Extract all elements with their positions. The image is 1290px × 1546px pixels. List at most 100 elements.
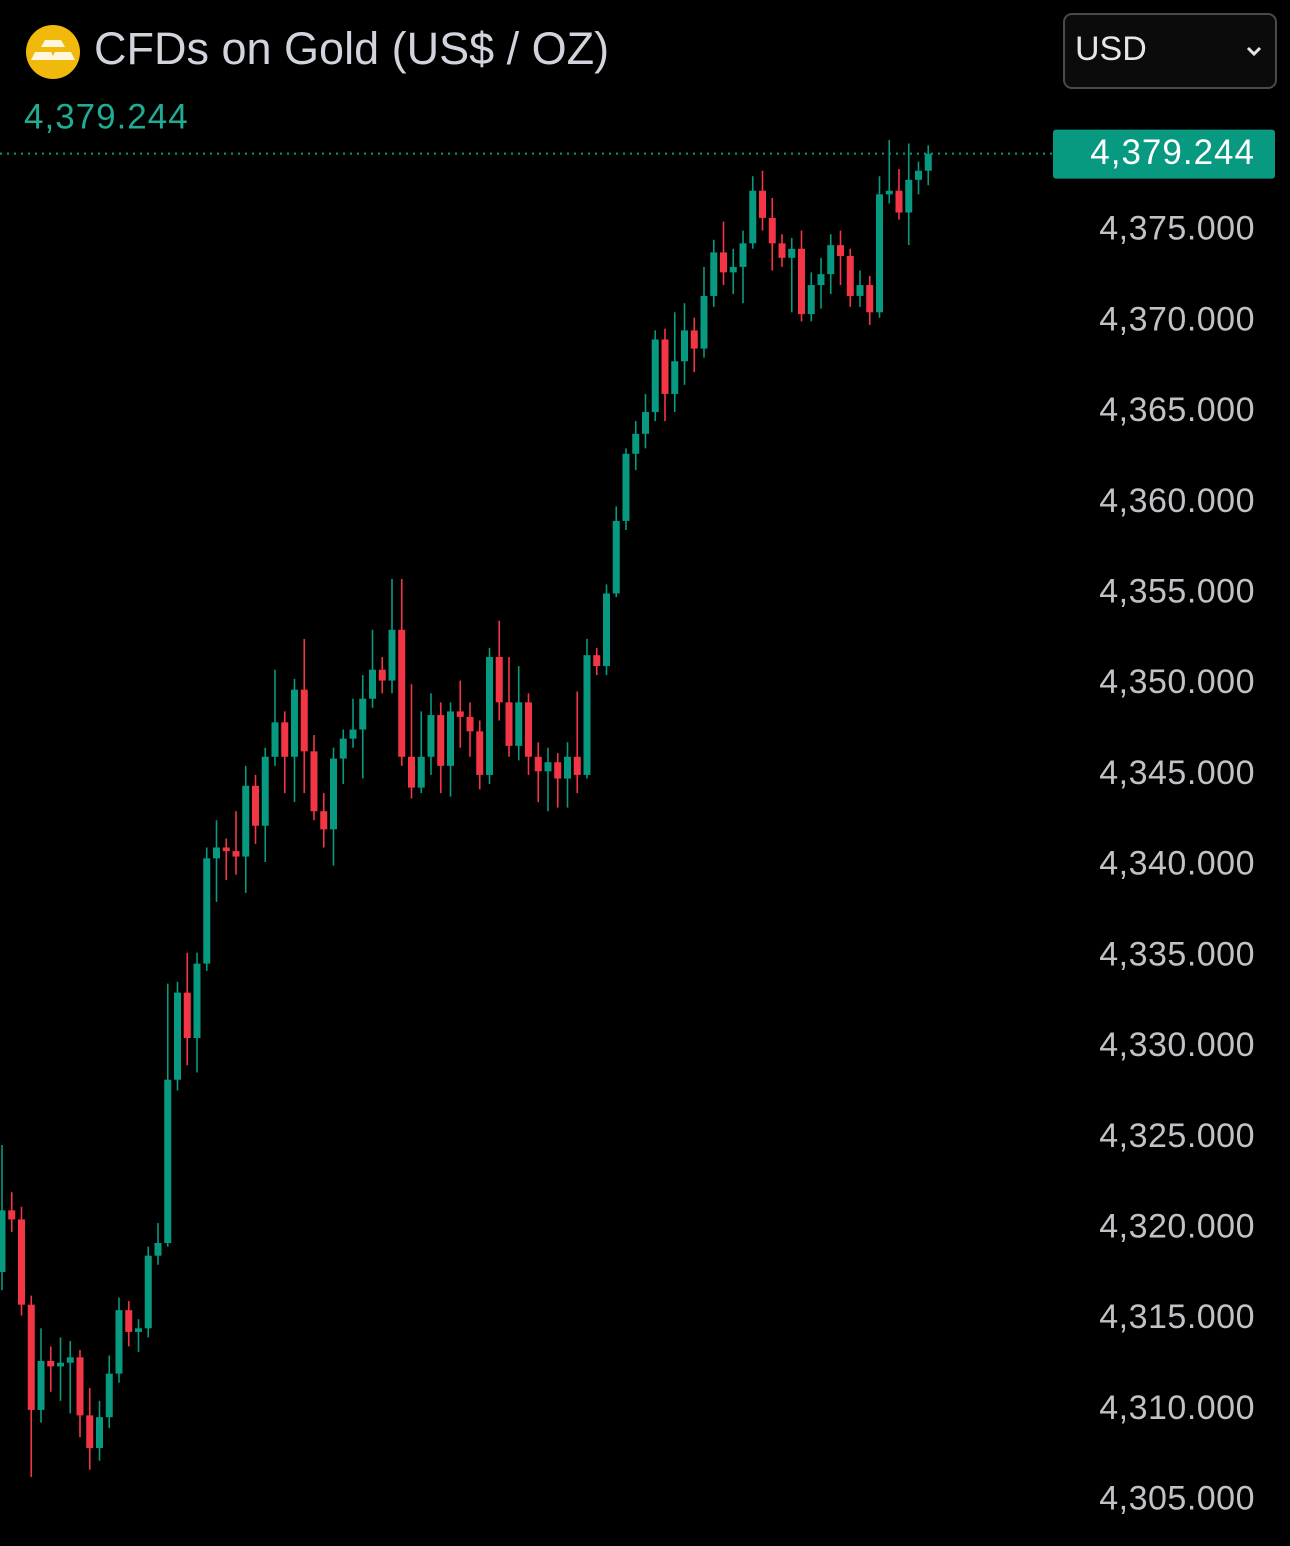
candle-body: [476, 731, 484, 775]
candle-body: [759, 190, 766, 218]
candle-body: [437, 715, 445, 766]
candle-body: [18, 1219, 25, 1305]
candle-body: [915, 170, 922, 180]
y-tick-label: 4,310.000: [1099, 1389, 1255, 1427]
candle-body: [349, 729, 357, 739]
candle-body: [261, 756, 269, 826]
candle-body: [27, 1304, 35, 1410]
candle-body: [0, 1210, 6, 1273]
y-tick-label: 4,370.000: [1099, 300, 1255, 338]
candle-body: [330, 758, 337, 830]
candle-body: [291, 689, 298, 757]
candle-body: [96, 1417, 103, 1449]
candle-body: [924, 153, 932, 171]
candle-body: [768, 217, 776, 244]
candle-body: [876, 194, 883, 313]
candle-body: [213, 847, 220, 859]
candle-body: [359, 698, 367, 730]
candle-body: [593, 655, 601, 667]
candle-body: [271, 722, 279, 757]
y-tick-label: 4,320.000: [1099, 1207, 1255, 1245]
chevron[interactable]: [1246, 46, 1262, 57]
candle-body: [456, 711, 464, 717]
candle-body: [788, 248, 796, 258]
candle-body: [681, 330, 688, 362]
candle-body: [408, 756, 415, 788]
candle-body: [222, 847, 230, 852]
currency-select[interactable]: USD: [1063, 13, 1277, 89]
candle-body: [671, 361, 679, 394]
candle-body: [310, 751, 318, 812]
candle-body: [37, 1360, 45, 1410]
currency-select-box[interactable]: [1063, 13, 1277, 89]
candle-body: [447, 711, 454, 766]
y-tick-label: 4,360.000: [1099, 482, 1255, 520]
candle-body: [76, 1357, 84, 1416]
currency-select-value[interactable]: USD: [1075, 30, 1147, 68]
candle-body: [798, 248, 805, 315]
candle-body: [300, 689, 308, 752]
candle-body: [690, 330, 698, 349]
candle-body: [651, 339, 659, 413]
candle-body: [466, 716, 474, 732]
candle-body: [661, 339, 669, 394]
candle-body: [8, 1210, 16, 1220]
candle-body: [603, 593, 610, 667]
candle-body: [710, 252, 718, 296]
y-tick-label: 4,355.000: [1099, 572, 1255, 610]
last-price: 4,379.244: [24, 97, 189, 136]
candle-body: [885, 190, 893, 195]
candle-body: [417, 756, 425, 788]
y-tick-label: 4,350.000: [1099, 663, 1255, 701]
candle-body: [86, 1415, 94, 1449]
candle-body: [807, 285, 815, 315]
candle-body: [125, 1310, 133, 1332]
candle-body: [505, 702, 513, 746]
candle-body: [242, 785, 250, 857]
y-tick-label: 4,305.000: [1099, 1480, 1255, 1518]
y-tick-label: 4,375.000: [1099, 210, 1255, 248]
candle-body: [339, 738, 347, 759]
y-tick-label: 4,315.000: [1099, 1298, 1255, 1336]
candle-body: [700, 295, 708, 349]
candle-body: [388, 629, 396, 681]
candle-body: [320, 811, 328, 830]
candle-body: [135, 1328, 142, 1332]
candle-body: [846, 256, 854, 296]
candle-body: [583, 655, 591, 775]
candle-body: [642, 412, 649, 434]
candle-body: [525, 702, 532, 757]
candle-body: [827, 245, 835, 275]
candle-body: [856, 285, 864, 296]
candle-body: [105, 1373, 113, 1418]
candle-body: [378, 669, 386, 681]
candle-body: [866, 285, 874, 313]
candle-body: [66, 1357, 74, 1363]
candle-body: [174, 992, 181, 1080]
candle-body: [427, 715, 435, 757]
candle-body: [720, 252, 727, 273]
candle-body: [837, 245, 844, 257]
candle-body: [778, 243, 786, 258]
candle-body: [115, 1310, 123, 1374]
y-tick-label: 4,325.000: [1099, 1117, 1255, 1155]
candle-body: [554, 762, 562, 779]
candle-body: [895, 190, 903, 213]
last-price-badge-label: 4,379.244: [1090, 133, 1255, 172]
candle-body: [534, 756, 542, 772]
candle-body: [369, 669, 376, 699]
plot: 4,305.000 4,310.000 4,315.000 4,320.000 4,32…: [0, 129, 1275, 1518]
candle-body: [144, 1255, 152, 1329]
candle-body: [573, 756, 581, 775]
candle-body: [495, 656, 503, 703]
candle-body: [193, 963, 201, 1038]
candle-body: [183, 992, 191, 1038]
candle-body: [729, 266, 737, 273]
candle-body: [622, 453, 630, 521]
candle-body: [544, 762, 552, 772]
candle-body: [905, 179, 913, 213]
candle-body: [486, 656, 493, 775]
candle-body: [252, 785, 259, 826]
